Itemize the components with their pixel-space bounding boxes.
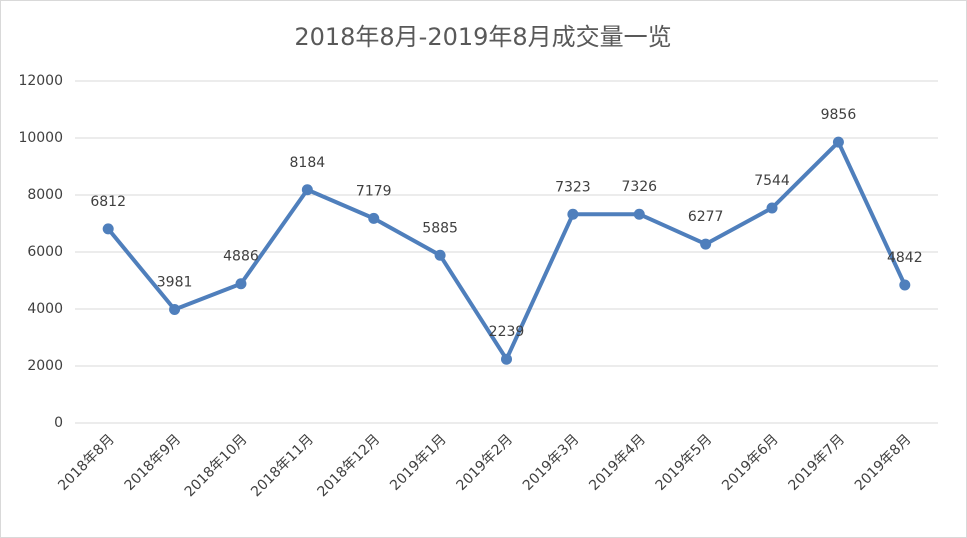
data-point [102, 223, 114, 235]
data-point [766, 202, 778, 214]
data-point [567, 208, 579, 220]
data-point [169, 304, 181, 316]
data-point [501, 353, 512, 365]
data-label: 7323 [555, 179, 591, 195]
y-tick-label: 6000 [27, 244, 63, 260]
y-tick-label: 8000 [27, 187, 63, 203]
data-label: 6812 [90, 194, 126, 210]
data-label: 4842 [887, 250, 923, 266]
data-point [832, 136, 844, 148]
data-label: 6277 [688, 209, 724, 225]
chart-title: 2018年8月-2019年8月成交量一览 [294, 23, 671, 51]
data-label: 4886 [223, 249, 259, 265]
data-point [235, 278, 247, 290]
data-point [434, 249, 446, 261]
data-label: 7544 [754, 173, 790, 189]
data-label: 8184 [290, 155, 326, 171]
y-tick-label: 4000 [27, 301, 63, 317]
data-label: 2239 [489, 324, 525, 340]
y-tick-label: 10000 [18, 130, 63, 146]
y-tick-label: 12000 [18, 73, 63, 89]
y-tick-label: 2000 [27, 358, 63, 374]
y-tick-label: 0 [54, 415, 63, 431]
data-point [301, 184, 313, 196]
data-label: 7179 [356, 183, 392, 199]
data-point [633, 208, 645, 220]
data-point [899, 279, 911, 291]
data-label: 5885 [422, 220, 458, 236]
data-label: 7326 [621, 179, 657, 195]
data-point [368, 212, 380, 224]
data-label: 9856 [821, 107, 857, 123]
data-label: 3981 [157, 275, 193, 291]
data-point [700, 238, 712, 250]
